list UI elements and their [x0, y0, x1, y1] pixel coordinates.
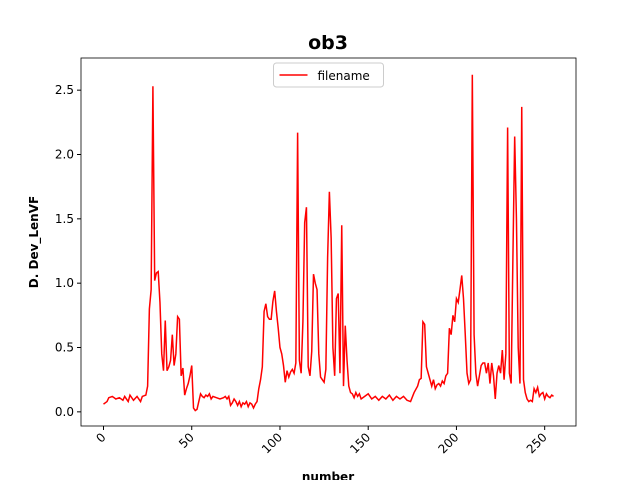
y-tick-label: 2.0: [55, 148, 74, 162]
y-axis-label: D. Dev_LenVF: [27, 196, 42, 288]
y-tick-label: 0.5: [55, 341, 74, 355]
y-tick-label: 0.0: [55, 405, 74, 419]
y-tick-label: 1.0: [55, 276, 74, 290]
legend-label: filename: [318, 69, 370, 83]
chart-title: ob3: [308, 32, 348, 54]
y-tick-label: 2.5: [55, 83, 74, 97]
y-tick-label: 1.5: [55, 212, 74, 226]
x-axis-label: number: [302, 470, 354, 480]
plot-frame: [80, 57, 577, 427]
legend-box: [273, 62, 384, 88]
data-line: [103, 74, 554, 412]
